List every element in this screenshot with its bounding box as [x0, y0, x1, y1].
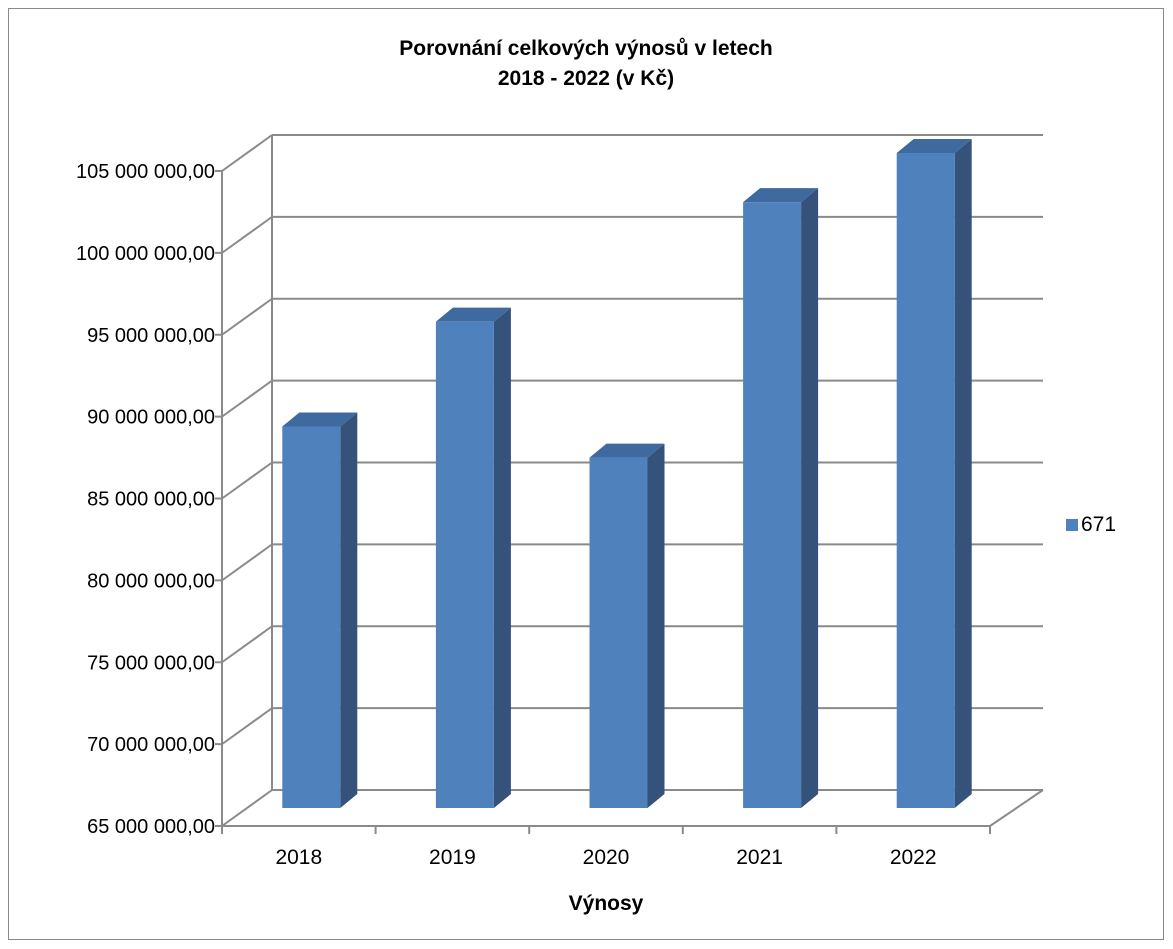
gridline-side-3 — [221, 543, 273, 582]
y-tick-label-8: 105 000 000,00 — [76, 161, 215, 183]
y-tick-label-2: 75 000 000,00 — [87, 652, 215, 674]
legend-label: 671 — [1081, 513, 1117, 536]
bar-side-1 — [493, 307, 511, 808]
bar-3 — [743, 202, 802, 808]
bar-top-0 — [282, 412, 358, 427]
bar-2 — [589, 457, 648, 808]
x-tick-label-3: 2021 — [736, 846, 783, 869]
x-tick-label-0: 2018 — [275, 846, 322, 869]
chart-title-line1: Porovnání celkových výnosů v letech — [399, 37, 773, 60]
x-axis-title: Výnosy — [569, 892, 644, 915]
y-tick-label-3: 80 000 000,00 — [87, 570, 215, 592]
floor-right-edge — [989, 789, 1044, 827]
legend-swatch — [1066, 519, 1078, 531]
legend: 671 — [1066, 513, 1116, 537]
bar-0 — [282, 426, 341, 808]
bar-top-4 — [896, 139, 972, 153]
gridline-side-0 — [221, 789, 273, 827]
gridline-side-6 — [221, 297, 273, 336]
gridline-side-8 — [221, 134, 273, 172]
gridline-side-1 — [221, 707, 273, 745]
y-tick-label-1: 70 000 000,00 — [87, 734, 215, 756]
bar-top-1 — [435, 307, 511, 322]
bar-1 — [435, 321, 494, 808]
bar-side-4 — [954, 139, 972, 808]
bar-top-3 — [743, 188, 819, 203]
y-tick-label-0: 65 000 000,00 — [87, 816, 215, 838]
y-tick-label-5: 90 000 000,00 — [87, 407, 215, 429]
gridline-side-7 — [221, 216, 273, 254]
x-tick-label-2: 2020 — [583, 846, 630, 869]
x-tick-label-4: 2022 — [890, 846, 937, 869]
chart-title-line2: 2018 - 2022 (v Kč) — [497, 67, 675, 90]
bar-4 — [896, 153, 955, 808]
gridline-side-5 — [221, 379, 273, 418]
gridline-side-2 — [221, 625, 273, 664]
bar-side-3 — [801, 188, 819, 808]
bar-top-2 — [589, 443, 665, 458]
y-tick-label-7: 100 000 000,00 — [76, 243, 215, 265]
y-tick-label-6: 95 000 000,00 — [87, 325, 215, 347]
bar-side-0 — [340, 412, 358, 808]
x-tick-label-1: 2019 — [429, 846, 476, 869]
gridline-side-4 — [221, 461, 273, 500]
bar-side-2 — [647, 443, 665, 808]
y-tick-label-4: 85 000 000,00 — [87, 489, 215, 511]
